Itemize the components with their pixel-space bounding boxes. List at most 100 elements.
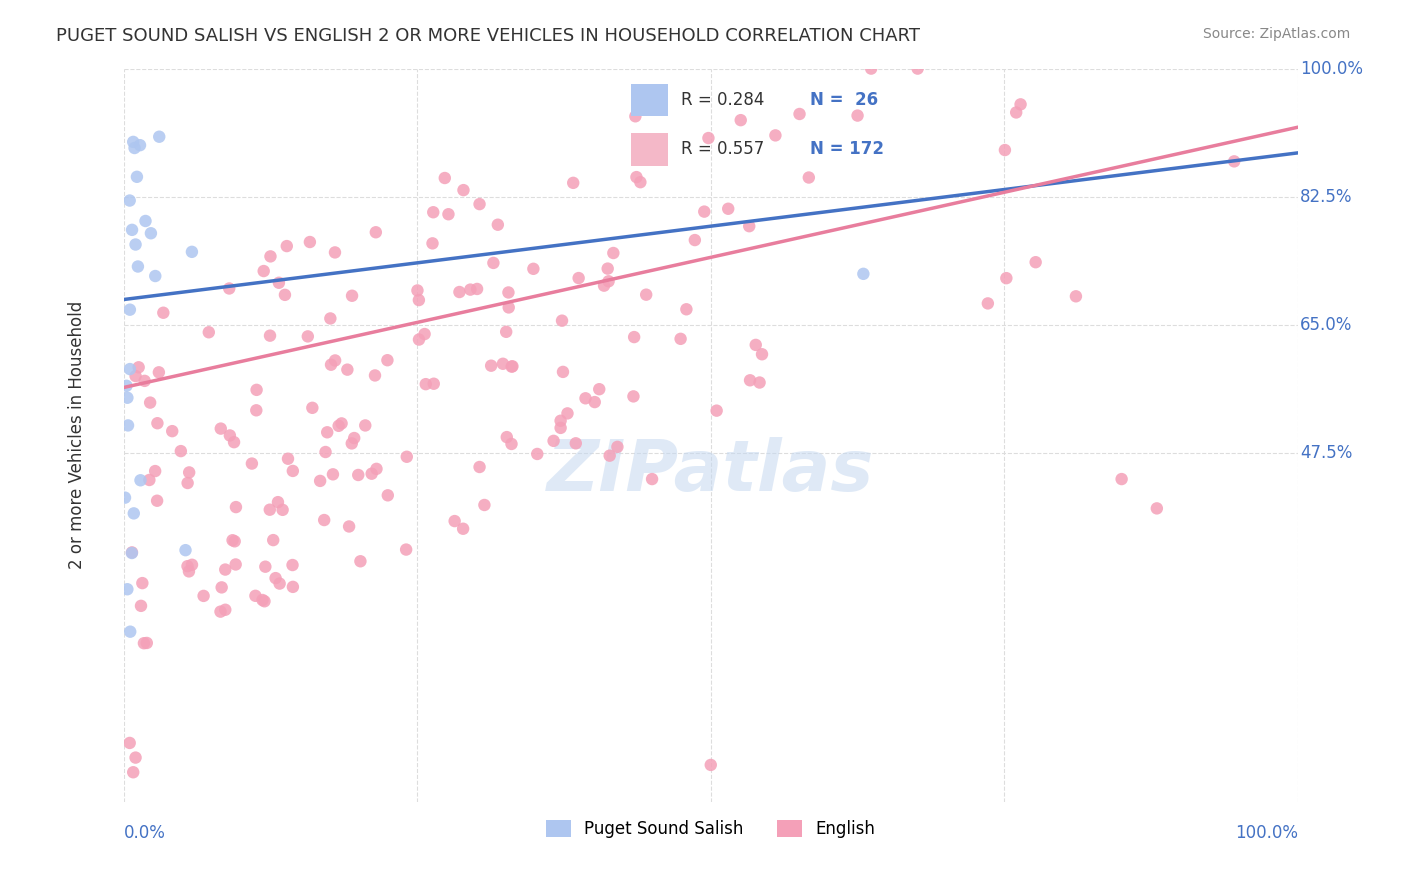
Point: [364, 368, 387, 383]
Point: [623, 389, 645, 403]
Point: [846, 109, 869, 123]
Point: [349, 554, 371, 568]
Point: [214, 563, 236, 577]
Point: [301, 401, 323, 415]
Point: [129, 599, 152, 613]
Point: [683, 233, 706, 247]
Text: N = 172: N = 172: [810, 141, 884, 159]
Point: [264, 571, 287, 585]
Point: [482, 256, 505, 270]
Point: [181, 558, 204, 572]
Point: [328, 418, 350, 433]
Text: N =  26: N = 26: [810, 91, 879, 109]
Point: [117, 391, 139, 405]
Point: [118, 362, 141, 376]
Point: [468, 197, 491, 211]
Point: [641, 472, 664, 486]
Text: R = 0.557: R = 0.557: [681, 141, 763, 159]
Point: [765, 128, 787, 143]
Point: [271, 503, 294, 517]
Point: [395, 542, 418, 557]
Point: [132, 636, 155, 650]
Point: [117, 418, 139, 433]
Point: [636, 287, 658, 301]
Point: [797, 170, 820, 185]
Point: [277, 451, 299, 466]
Point: [501, 359, 523, 374]
Point: [135, 636, 157, 650]
Text: 65.0%: 65.0%: [1301, 316, 1353, 334]
Point: [1025, 255, 1047, 269]
Point: [977, 296, 1000, 310]
Point: [697, 131, 720, 145]
Point: [209, 421, 232, 435]
Point: [588, 382, 610, 396]
Point: [413, 326, 436, 341]
Point: [336, 362, 359, 376]
Point: [738, 219, 761, 234]
Point: [322, 467, 344, 482]
Point: [596, 261, 619, 276]
Point: [131, 576, 153, 591]
Point: [738, 373, 761, 387]
Point: [209, 605, 232, 619]
Point: [180, 244, 202, 259]
Point: [1111, 472, 1133, 486]
Point: [347, 467, 370, 482]
Point: [143, 268, 166, 283]
Point: [748, 376, 770, 390]
Point: [225, 500, 247, 514]
Text: PUGET SOUND SALISH VS ENGLISH 2 OR MORE VEHICLES IN HOUSEHOLD CORRELATION CHART: PUGET SOUND SALISH VS ENGLISH 2 OR MORE …: [56, 27, 921, 45]
Point: [860, 62, 883, 76]
Point: [479, 359, 502, 373]
Point: [259, 249, 281, 263]
Point: [1223, 154, 1246, 169]
Point: [139, 227, 162, 241]
Point: [297, 329, 319, 343]
Point: [1005, 105, 1028, 120]
Text: 82.5%: 82.5%: [1301, 188, 1353, 206]
Point: [174, 543, 197, 558]
Point: [526, 447, 548, 461]
Point: [460, 283, 482, 297]
Point: [700, 758, 723, 772]
Text: 2 or more Vehicles in Household: 2 or more Vehicles in Household: [67, 301, 86, 569]
Point: [451, 522, 474, 536]
Point: [408, 293, 430, 307]
Text: 100.0%: 100.0%: [1234, 823, 1298, 841]
Point: [337, 519, 360, 533]
Point: [377, 488, 399, 502]
Point: [669, 332, 692, 346]
Point: [176, 559, 198, 574]
Point: [146, 416, 169, 430]
Point: [907, 62, 929, 76]
Point: [117, 582, 139, 597]
Point: [211, 581, 233, 595]
Point: [129, 473, 152, 487]
Point: [562, 176, 585, 190]
Point: [240, 457, 263, 471]
Point: [214, 603, 236, 617]
Point: [198, 325, 221, 339]
Point: [465, 282, 488, 296]
Point: [269, 576, 291, 591]
Point: [274, 288, 297, 302]
Point: [624, 109, 647, 123]
Point: [315, 445, 337, 459]
Point: [129, 138, 152, 153]
Point: [259, 328, 281, 343]
Point: [593, 278, 616, 293]
Point: [281, 558, 304, 572]
Point: [501, 437, 523, 451]
Point: [408, 333, 430, 347]
Point: [134, 374, 156, 388]
Point: [1064, 289, 1087, 303]
Point: [574, 392, 596, 406]
Point: [281, 580, 304, 594]
Point: [406, 284, 429, 298]
Point: [453, 183, 475, 197]
Point: [218, 281, 240, 295]
Point: [599, 449, 621, 463]
Point: [118, 194, 141, 208]
Point: [551, 313, 574, 327]
